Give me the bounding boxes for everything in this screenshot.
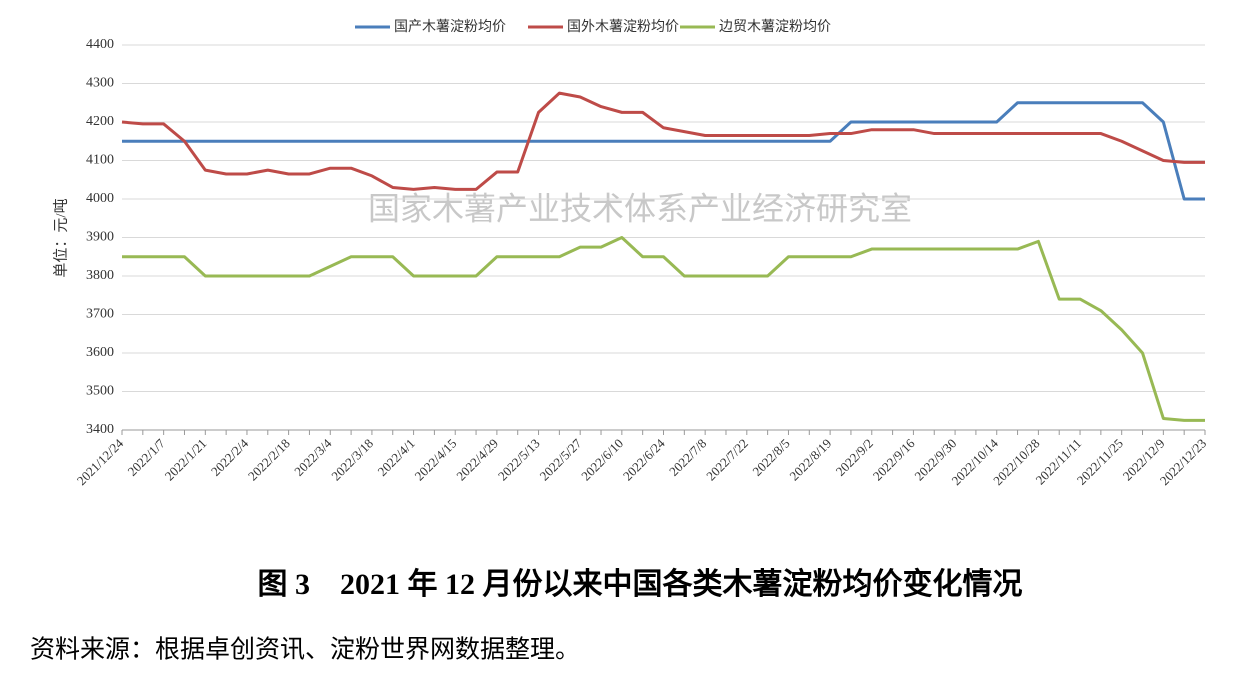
series-line (121, 91, 1205, 191)
source: 资料来源：根据卓创资讯、淀粉世界网数据整理。 (30, 636, 580, 664)
x-tick-label: 2022/6/10 (578, 436, 626, 484)
y-tick-label: 3700 (86, 307, 114, 322)
x-tick-label: 2022/4/15 (412, 436, 460, 484)
y-tick-label: 3600 (86, 345, 114, 360)
legend-item: 国外木薯淀粉均价 (528, 19, 679, 35)
x-tick-label: 2022/8/19 (786, 436, 834, 484)
x-tick-label: 2022/9/16 (870, 435, 918, 483)
y-tick-label: 3500 (86, 384, 114, 399)
y-tick-label: 4000 (86, 191, 114, 206)
x-tick-label: 2022/6/24 (620, 435, 668, 483)
y-tick-label: 4100 (86, 153, 114, 168)
x-tick-label: 2021/12/24 (74, 435, 127, 488)
series-line (122, 101, 1205, 201)
series-line (122, 236, 1205, 422)
legend-label: 边贸木薯淀粉均价 (719, 19, 831, 35)
watermark: 国家木薯产业技术体系产业经济研究室 (368, 190, 912, 226)
y-tick-label: 3900 (86, 230, 114, 245)
y-tick-label: 3400 (86, 422, 114, 437)
y-axis-label: 单位：元/吨 (52, 198, 69, 277)
y-tick-label: 4400 (86, 37, 114, 52)
x-tick-label: 2022/2/18 (245, 436, 293, 484)
legend-label: 国外木薯淀粉均价 (567, 19, 679, 35)
x-tick-label: 2022/7/22 (703, 436, 751, 484)
legend-item: 国产木薯淀粉均价 (355, 19, 506, 35)
x-tick-label: 2022/5/27 (537, 435, 585, 483)
legend-label: 国产木薯淀粉均价 (394, 19, 506, 35)
x-tick-label: 2022/3/18 (328, 436, 376, 484)
y-tick-label: 3800 (86, 268, 114, 283)
x-tick-label: 2022/5/13 (495, 436, 543, 484)
legend-item: 边贸木薯淀粉均价 (680, 19, 831, 35)
caption: 图 3 2021 年 12 月份以来中国各类木薯淀粉均价变化情况 (258, 567, 1023, 601)
x-tick-label: 2022/11/25 (1074, 436, 1126, 488)
x-tick-label: 2022/4/29 (453, 436, 501, 484)
y-tick-label: 4200 (86, 114, 114, 129)
y-tick-label: 4300 (86, 76, 114, 91)
x-tick-label: 2022/1/21 (162, 436, 210, 484)
